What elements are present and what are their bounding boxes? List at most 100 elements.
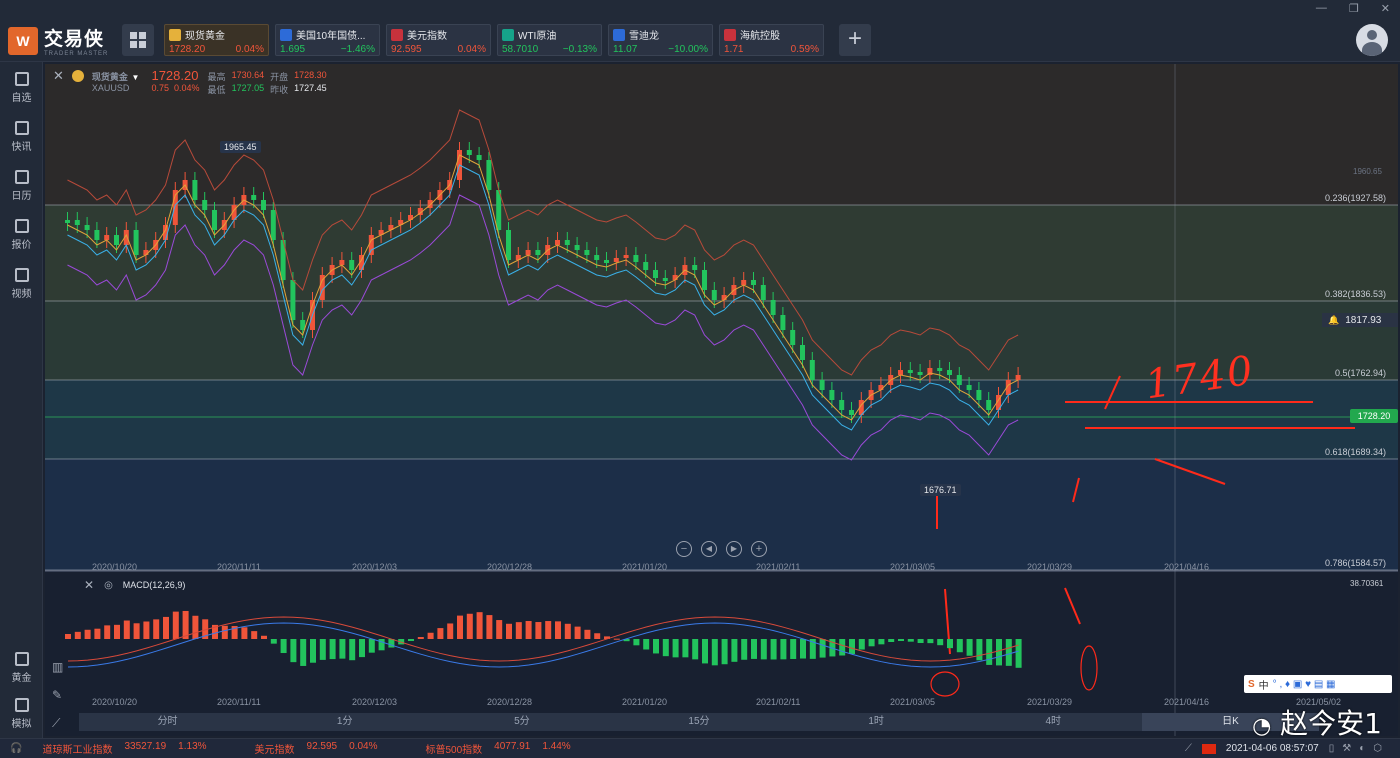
timeframe-tab-5[interactable]: 4时 bbox=[1045, 716, 1062, 727]
chevron-down-icon[interactable]: ▼ bbox=[131, 73, 140, 82]
sidebar-bottom-0[interactable]: 黄金 bbox=[0, 652, 43, 684]
sidebar-item-1[interactable]: 快讯 bbox=[0, 121, 43, 153]
calendar-icon bbox=[14, 170, 29, 184]
symbol-name[interactable]: 现货黄金 bbox=[91, 72, 128, 82]
timeframe-tab-0[interactable]: 分时 bbox=[157, 716, 178, 727]
sidebar-item-3[interactable]: 报价 bbox=[0, 219, 43, 251]
macd-bar bbox=[809, 639, 816, 659]
bottom-ticker-0[interactable]: 道琼斯工业指数 33527.19 1.13% bbox=[42, 741, 206, 756]
ticker-0[interactable]: 现货黄金 1728.20 0.04% bbox=[164, 24, 269, 56]
date-label: 2020/10/20 bbox=[92, 562, 138, 572]
candle-body bbox=[956, 375, 962, 385]
ime-toolbar[interactable]: S 中 ° , ♦ ▣ ♥ ▤ ▦ bbox=[1244, 675, 1392, 693]
timeframe-tab-1[interactable]: 1分 bbox=[336, 716, 353, 727]
chart-area[interactable] bbox=[45, 64, 1398, 736]
ticker-5[interactable]: 海航控股 1.71 0.59% bbox=[719, 24, 824, 56]
macd-bar bbox=[339, 639, 346, 659]
fib-level-label: 0.786(1584.57) bbox=[1324, 558, 1386, 568]
ticker-2[interactable]: 美元指数 92.595 0.04% bbox=[386, 24, 491, 56]
bottom-ticker-2[interactable]: 标普500指数 4077.91 1.44% bbox=[425, 741, 570, 756]
oil-icon bbox=[502, 28, 514, 41]
candle-body bbox=[986, 400, 992, 410]
timeframe-tab-3[interactable]: 15分 bbox=[688, 716, 710, 727]
annotation-circle bbox=[930, 671, 960, 697]
candle-body bbox=[192, 180, 198, 200]
settings-icon[interactable]: ◎ bbox=[104, 579, 113, 591]
price-alert[interactable]: 🔔 1817.93 bbox=[1322, 313, 1398, 327]
ticker-name: 雪迪龙 bbox=[629, 31, 659, 42]
macd-bar bbox=[819, 639, 826, 658]
candle-body bbox=[555, 240, 560, 245]
timeframe-tab-4[interactable]: 1时 bbox=[868, 716, 884, 727]
close-button[interactable]: ✕ bbox=[1380, 3, 1390, 15]
candle-body bbox=[878, 385, 884, 390]
bar-chart-icon bbox=[280, 28, 292, 41]
macd-bar bbox=[604, 636, 610, 639]
status-icons[interactable]: ▯⚒◐⬡ bbox=[1328, 743, 1390, 754]
window-controls: — ❐ ✕ bbox=[1316, 2, 1390, 15]
ticker-change: 0.04% bbox=[235, 44, 264, 55]
ticker-4[interactable]: 雪迪龙 11.07 −10.00% bbox=[608, 24, 713, 56]
weibo-icon: ◔ bbox=[1252, 714, 1272, 739]
close-chart-icon[interactable]: ✕ bbox=[53, 68, 64, 83]
macd-bar bbox=[682, 639, 689, 658]
macd-bar bbox=[329, 639, 336, 660]
minimize-button[interactable]: — bbox=[1315, 2, 1327, 14]
candle-body bbox=[947, 370, 952, 375]
sidebar-item-2[interactable]: 日历 bbox=[0, 170, 43, 202]
layout-grid-button[interactable] bbox=[122, 24, 154, 56]
macd-bar bbox=[290, 639, 297, 663]
sidebar-item-4[interactable]: 视频 bbox=[0, 268, 43, 300]
candle-body bbox=[339, 260, 345, 265]
macd-bar bbox=[692, 639, 699, 660]
macd-bar bbox=[192, 615, 199, 639]
add-ticker-button[interactable]: + bbox=[839, 24, 871, 56]
macd-bar bbox=[917, 639, 924, 644]
macd-bar bbox=[564, 623, 571, 639]
timeframe-tab-6[interactable]: 日K bbox=[1141, 713, 1319, 731]
min-price-label: 1676.71 bbox=[920, 484, 961, 496]
timeframe-tab-2[interactable]: 5分 bbox=[514, 716, 530, 727]
macd-bar bbox=[780, 639, 787, 660]
candle-body bbox=[515, 255, 521, 260]
macd-bar bbox=[1015, 639, 1022, 668]
macd-date-label: 2021/04/16 bbox=[1164, 697, 1210, 707]
scroll-right-icon[interactable]: ▶ bbox=[726, 541, 742, 557]
candle-body bbox=[858, 400, 864, 415]
close-macd-icon[interactable]: ✕ bbox=[84, 578, 95, 592]
headset-icon[interactable]: 🎧 bbox=[10, 743, 23, 754]
macd-bar bbox=[574, 626, 581, 639]
chart-header: ✕ 现货黄金 ▼ XAUUSD 1728.20 0.75 0.04% 最高 173… bbox=[53, 68, 327, 98]
line-tool-icon[interactable]: ⟋ bbox=[52, 716, 61, 730]
candle-body bbox=[1005, 380, 1011, 395]
prev-label: 昨收 bbox=[270, 85, 289, 95]
chart-canvas[interactable] bbox=[45, 64, 1398, 736]
scroll-left-icon[interactable]: ◀ bbox=[701, 541, 717, 557]
ticker-price: 11.07 bbox=[613, 44, 638, 55]
header-change: 0.75 bbox=[151, 83, 169, 93]
sidebar-bottom-1[interactable]: 模拟 bbox=[0, 698, 43, 730]
bottom-ticker-name: 美元指数 bbox=[254, 745, 295, 756]
network-icon[interactable]: ⟋ bbox=[1184, 743, 1192, 754]
candle-body bbox=[123, 230, 129, 245]
ticker-1[interactable]: 美国10年国债... 1.695 −1.46% bbox=[275, 24, 380, 56]
zoom-out-icon[interactable]: − bbox=[676, 541, 692, 557]
zoom-in-icon[interactable]: + bbox=[751, 541, 767, 557]
candle-body bbox=[692, 265, 698, 270]
macd-bar bbox=[466, 613, 473, 639]
candle-body bbox=[780, 315, 786, 330]
candle-body bbox=[231, 205, 237, 220]
ticker-price: 92.595 bbox=[391, 44, 422, 55]
maximize-button[interactable]: ❐ bbox=[1348, 3, 1359, 15]
macd-bar bbox=[172, 611, 179, 639]
bottom-ticker-1[interactable]: 美元指数 92.595 0.04% bbox=[255, 741, 378, 756]
candle-body bbox=[349, 260, 355, 270]
macd-bar bbox=[212, 624, 218, 639]
ticker-3[interactable]: WTI原油 58.7010 −0.13% bbox=[497, 24, 602, 56]
macd-bar bbox=[751, 639, 757, 659]
sidebar-item-0[interactable]: 自选 bbox=[0, 72, 43, 104]
indicator-tool-icon[interactable]: ▥ bbox=[52, 660, 64, 674]
avatar[interactable] bbox=[1356, 24, 1388, 56]
draw-tool-icon[interactable]: ✎ bbox=[52, 688, 63, 702]
macd-bar bbox=[280, 639, 287, 654]
